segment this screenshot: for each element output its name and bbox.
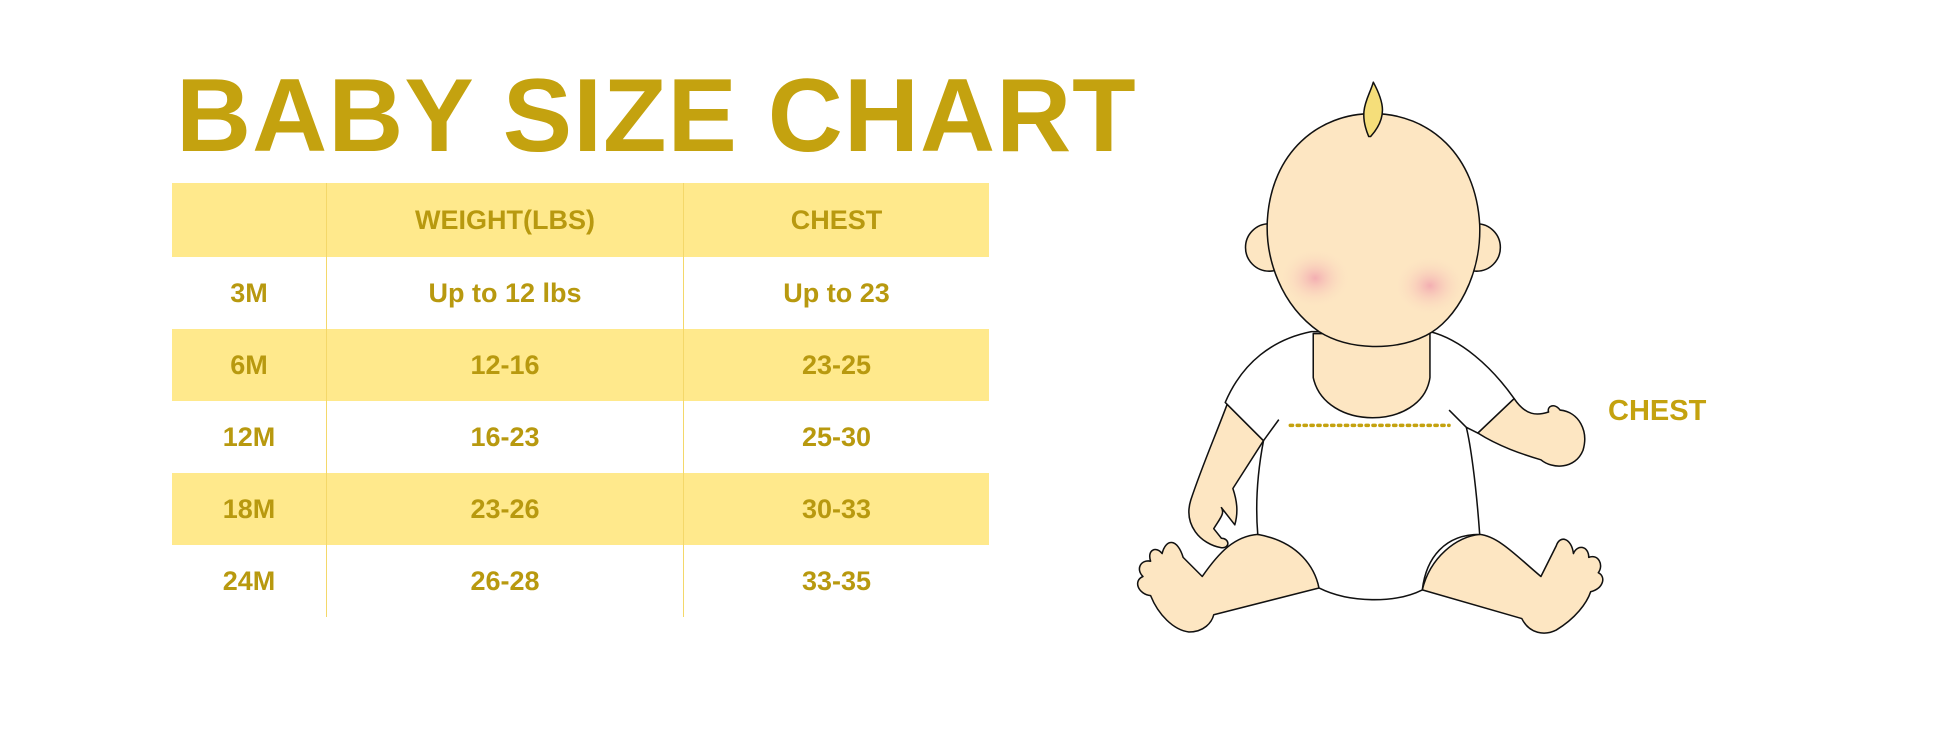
right-cheek bbox=[1393, 255, 1467, 317]
right-leg bbox=[1421, 533, 1604, 634]
weight-cell: Up to 12 lbs bbox=[327, 257, 684, 329]
size-table: WEIGHT(LBS) CHEST 3M Up to 12 lbs Up to … bbox=[172, 183, 989, 617]
table-row: 6M 12-16 23-25 bbox=[172, 329, 989, 401]
shirt bbox=[1224, 330, 1515, 601]
chest-cell: 25-30 bbox=[801, 421, 872, 452]
hair-tuft bbox=[1363, 81, 1384, 138]
weight-cell: 12-16 bbox=[327, 329, 684, 401]
chest-cell: 23-25 bbox=[801, 349, 872, 380]
size-cell: 12M bbox=[172, 401, 327, 473]
table-row: 18M 23-26 30-33 bbox=[172, 473, 989, 545]
table-row: 24M 26-28 33-35 bbox=[172, 545, 989, 617]
header-size bbox=[172, 183, 327, 257]
header-weight: WEIGHT(LBS) bbox=[327, 183, 684, 257]
page-title: BABY SIZE CHART bbox=[176, 58, 1137, 174]
weight-cell: 26-28 bbox=[327, 545, 684, 617]
right-arm bbox=[1477, 397, 1586, 467]
chest-label: CHEST bbox=[1608, 395, 1707, 427]
neck bbox=[1312, 332, 1431, 419]
chest-cell: 30-33 bbox=[801, 493, 872, 524]
weight-cell: 16-23 bbox=[327, 401, 684, 473]
table-row: 3M Up to 12 lbs Up to 23 bbox=[172, 257, 989, 329]
size-cell: 3M bbox=[172, 257, 327, 329]
chest-cell: Up to 23 bbox=[783, 277, 890, 308]
left-arm bbox=[1188, 403, 1265, 549]
baby-illustration bbox=[1136, 81, 1604, 634]
size-cell: 18M bbox=[172, 473, 327, 545]
left-cheek bbox=[1278, 247, 1352, 309]
table-row: 12M 16-23 25-30 bbox=[172, 401, 989, 473]
chest-cell: 33-35 bbox=[801, 565, 872, 596]
table-header-row: WEIGHT(LBS) CHEST bbox=[172, 183, 989, 257]
header-chest: CHEST bbox=[790, 204, 883, 235]
left-leg bbox=[1136, 533, 1320, 633]
size-cell: 24M bbox=[172, 545, 327, 617]
weight-cell: 23-26 bbox=[327, 473, 684, 545]
size-cell: 6M bbox=[172, 329, 327, 401]
